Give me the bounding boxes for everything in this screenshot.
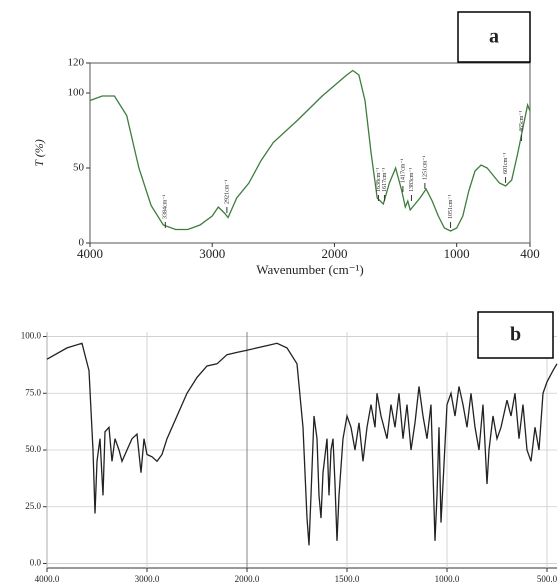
x-tick-label: 1500.0 <box>335 574 360 584</box>
x-tick-label: 1000.0 <box>435 574 460 584</box>
y-tick-label: 25.0 <box>25 501 41 511</box>
plot-frame <box>89 62 531 244</box>
x-tick-label: 4000.0 <box>35 574 60 584</box>
panel-box <box>477 311 554 359</box>
y-axis-label: T (%) <box>32 139 46 166</box>
x-axis-label: Wavenumber (cm⁻¹) <box>256 262 364 277</box>
annotation: 465cm⁻¹ <box>519 111 525 132</box>
y-tick-label: 100.0 <box>21 331 42 341</box>
x-tick-label: 3000.0 <box>135 574 160 584</box>
spectrum-line <box>89 69 531 232</box>
x-tick-label: 400 <box>520 246 540 261</box>
x-tick-label: 2000 <box>321 246 347 261</box>
annotation: 601cm⁻¹ <box>503 153 509 174</box>
y-tick-label: 50 <box>73 162 85 174</box>
x-tick-label: 500.0 <box>537 574 558 584</box>
annotation: 1251cm⁻¹ <box>422 156 428 180</box>
x-tick-label: 3000 <box>199 246 225 261</box>
x-tick-label: 2000.0 <box>235 574 260 584</box>
annotation: 1617cm⁻¹ <box>382 168 388 192</box>
annotation: 1638cm⁻¹ <box>376 168 382 192</box>
x-tick-label: 4000 <box>77 246 103 261</box>
annotation: 3384cm⁻¹ <box>163 195 169 219</box>
y-tick-label: 100 <box>68 87 85 99</box>
y-tick-label: 75.0 <box>25 387 41 397</box>
annotation: 2921cm⁻¹ <box>224 180 230 204</box>
y-tick-label: 0 <box>79 237 85 249</box>
panel-box <box>457 11 531 63</box>
spectrum-line <box>46 342 558 546</box>
y-tick-label: 50.0 <box>25 444 41 454</box>
panel-label: b <box>510 324 521 346</box>
annotation: 1417cm⁻¹ <box>400 159 406 183</box>
annotation: 1051cm⁻¹ <box>448 195 454 219</box>
y-tick-label: 0.0 <box>30 558 42 568</box>
panel-label: a <box>489 26 499 48</box>
x-tick-label: 1000 <box>444 246 470 261</box>
annotation: 1383cm⁻¹ <box>409 168 415 192</box>
y-tick-label: 120 <box>68 57 85 69</box>
